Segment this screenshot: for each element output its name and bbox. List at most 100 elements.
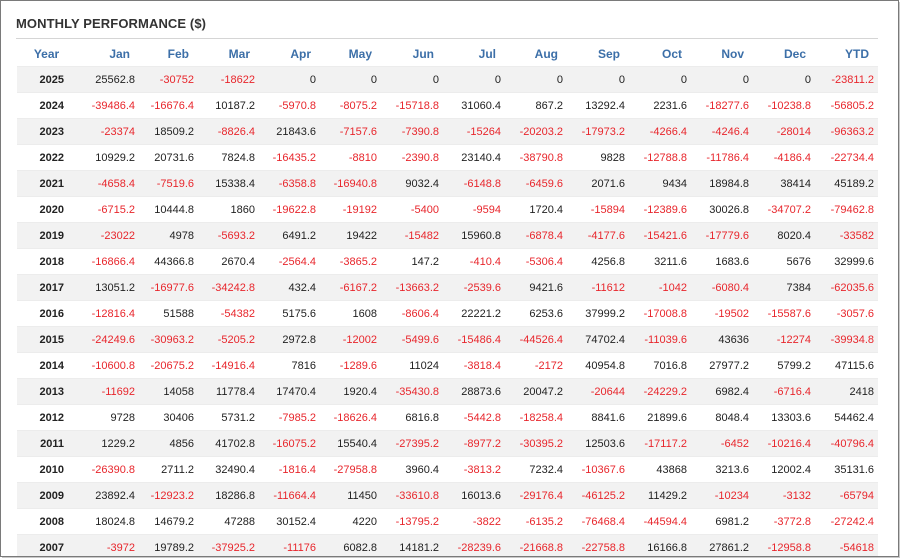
- column-header-jun: Jun: [412, 47, 434, 61]
- month-value-cell: -5442.8: [443, 404, 505, 431]
- month-value-cell: -3822: [443, 508, 505, 535]
- table-row: 2014 -10600.8 -20675.2 -14916.4 7816 -1289.6 1…: [17, 352, 878, 379]
- month-value-cell: 27861.2: [691, 534, 753, 556]
- month-value-cell: 41702.8: [198, 430, 259, 457]
- month-value-cell: -15421.6: [629, 222, 691, 249]
- table-row: 2022 10929.2 20731.6 7824.8 -16435.2 -8810 -23…: [17, 144, 878, 171]
- month-value-cell: -15894: [567, 196, 629, 223]
- year-cell: 2008: [17, 508, 76, 535]
- month-value-cell: -10367.6: [567, 456, 629, 483]
- month-value-cell: -15264: [443, 118, 505, 145]
- ytd-cell: -40796.4: [815, 430, 878, 457]
- month-value-cell: -34242.8: [198, 274, 259, 301]
- month-value-cell: 10929.2: [76, 144, 139, 171]
- column-header-jan: Jan: [109, 47, 130, 61]
- month-value-cell: -4246.4: [691, 118, 753, 145]
- month-value-cell: -12958.8: [753, 534, 815, 556]
- month-value-cell: -12389.6: [629, 196, 691, 223]
- month-value-cell: -8075.2: [320, 92, 381, 119]
- month-value-cell: 2972.8: [259, 326, 320, 353]
- month-value-cell: -6459.6: [505, 170, 567, 197]
- month-value-cell: 4256.8: [567, 248, 629, 275]
- month-value-cell: 17470.4: [259, 378, 320, 405]
- month-value-cell: 0: [691, 66, 753, 93]
- panel-title: MONTHLY PERFORMANCE ($): [16, 16, 207, 31]
- month-value-cell: -39486.4: [76, 92, 139, 119]
- month-value-cell: -23022: [76, 222, 139, 249]
- month-value-cell: -38790.8: [505, 144, 567, 171]
- month-value-cell: -18258.4: [505, 404, 567, 431]
- month-value-cell: -17008.8: [629, 300, 691, 327]
- month-value-cell: 15960.8: [443, 222, 505, 249]
- month-value-cell: 19422: [320, 222, 381, 249]
- month-value-cell: -37925.2: [198, 534, 259, 556]
- month-value-cell: -15587.6: [753, 300, 815, 327]
- month-value-cell: 13292.4: [567, 92, 629, 119]
- month-value-cell: 867.2: [505, 92, 567, 119]
- month-value-cell: 6082.8: [320, 534, 381, 556]
- month-value-cell: 38414: [753, 170, 815, 197]
- month-value-cell: -4186.4: [753, 144, 815, 171]
- table-row: 2009 23892.4 -12923.2 18286.8 -11664.4 11450-…: [17, 482, 878, 509]
- month-value-cell: 5676: [753, 248, 815, 275]
- table-row: 2023 -23374 18509.2 -8826.4 21843.6 -7157.6 -7…: [17, 118, 878, 145]
- month-value-cell: 30406: [139, 404, 198, 431]
- ytd-cell: 54462.4: [815, 404, 878, 431]
- ytd-cell: 2418: [815, 378, 878, 405]
- month-value-cell: -44594.4: [629, 508, 691, 535]
- year-cell: 2017: [17, 274, 76, 301]
- month-value-cell: -16866.4: [76, 248, 139, 275]
- month-value-cell: -46125.2: [567, 482, 629, 509]
- month-value-cell: 7816: [259, 352, 320, 379]
- column-header-year: Year: [33, 47, 60, 61]
- month-value-cell: -33610.8: [381, 482, 443, 509]
- ytd-cell: -3057.6: [815, 300, 878, 327]
- table-row: 2011 1229.2 4856 41702.8 -16075.2 15540.4 -273…: [17, 430, 878, 457]
- month-value-cell: 0: [505, 66, 567, 93]
- month-value-cell: -7985.2: [259, 404, 320, 431]
- ytd-cell: -65794: [815, 482, 878, 509]
- column-header-aug: Aug: [534, 47, 558, 61]
- month-value-cell: -19622.8: [259, 196, 320, 223]
- ytd-cell: -27242.4: [815, 508, 878, 535]
- column-header-nov: Nov: [721, 47, 744, 61]
- year-cell: 2021: [17, 170, 76, 197]
- month-value-cell: 44366.8: [139, 248, 198, 275]
- table-row: 2019 -23022 4978 -5693.2 6491.2 19422 -15482 15…: [17, 222, 878, 249]
- month-value-cell: 3211.6: [629, 248, 691, 275]
- table-row: 2024 -39486.4 -16676.4 10187.2 -5970.8 -8075.…: [17, 92, 878, 119]
- month-value-cell: -18277.6: [691, 92, 753, 119]
- month-value-cell: 8841.6: [567, 404, 629, 431]
- ytd-cell: -79462.8: [815, 196, 878, 223]
- month-value-cell: -15486.4: [443, 326, 505, 353]
- month-value-cell: 43868: [629, 456, 691, 483]
- month-value-cell: -20644: [567, 378, 629, 405]
- month-value-cell: -12274: [753, 326, 815, 353]
- month-value-cell: -6452: [691, 430, 753, 457]
- month-value-cell: -2172: [505, 352, 567, 379]
- month-value-cell: 16166.8: [629, 534, 691, 556]
- month-value-cell: 14058: [139, 378, 198, 405]
- month-value-cell: 18509.2: [139, 118, 198, 145]
- year-cell: 2014: [17, 352, 76, 379]
- column-header-may: May: [348, 47, 372, 61]
- month-value-cell: -54382: [198, 300, 259, 327]
- table-row: 2010 -26390.8 2711.2 32490.4 -1816.4 -27958.8…: [17, 456, 878, 483]
- month-value-cell: -15482: [381, 222, 443, 249]
- month-value-cell: 4856: [139, 430, 198, 457]
- month-value-cell: 6491.2: [259, 222, 320, 249]
- table-row: 2018 -16866.4 44366.8 2670.4 -2564.4 -3865.2 1…: [17, 248, 878, 275]
- year-cell: 2023: [17, 118, 76, 145]
- month-value-cell: 16013.6: [443, 482, 505, 509]
- month-value-cell: 8020.4: [753, 222, 815, 249]
- year-cell: 2010: [17, 456, 76, 483]
- month-value-cell: 7016.8: [629, 352, 691, 379]
- month-value-cell: -28239.6: [443, 534, 505, 556]
- month-value-cell: -11039.6: [629, 326, 691, 353]
- month-value-cell: -5970.8: [259, 92, 320, 119]
- month-value-cell: 2071.6: [567, 170, 629, 197]
- month-value-cell: 5175.6: [259, 300, 320, 327]
- month-value-cell: -2564.4: [259, 248, 320, 275]
- year-cell: 2013: [17, 378, 76, 405]
